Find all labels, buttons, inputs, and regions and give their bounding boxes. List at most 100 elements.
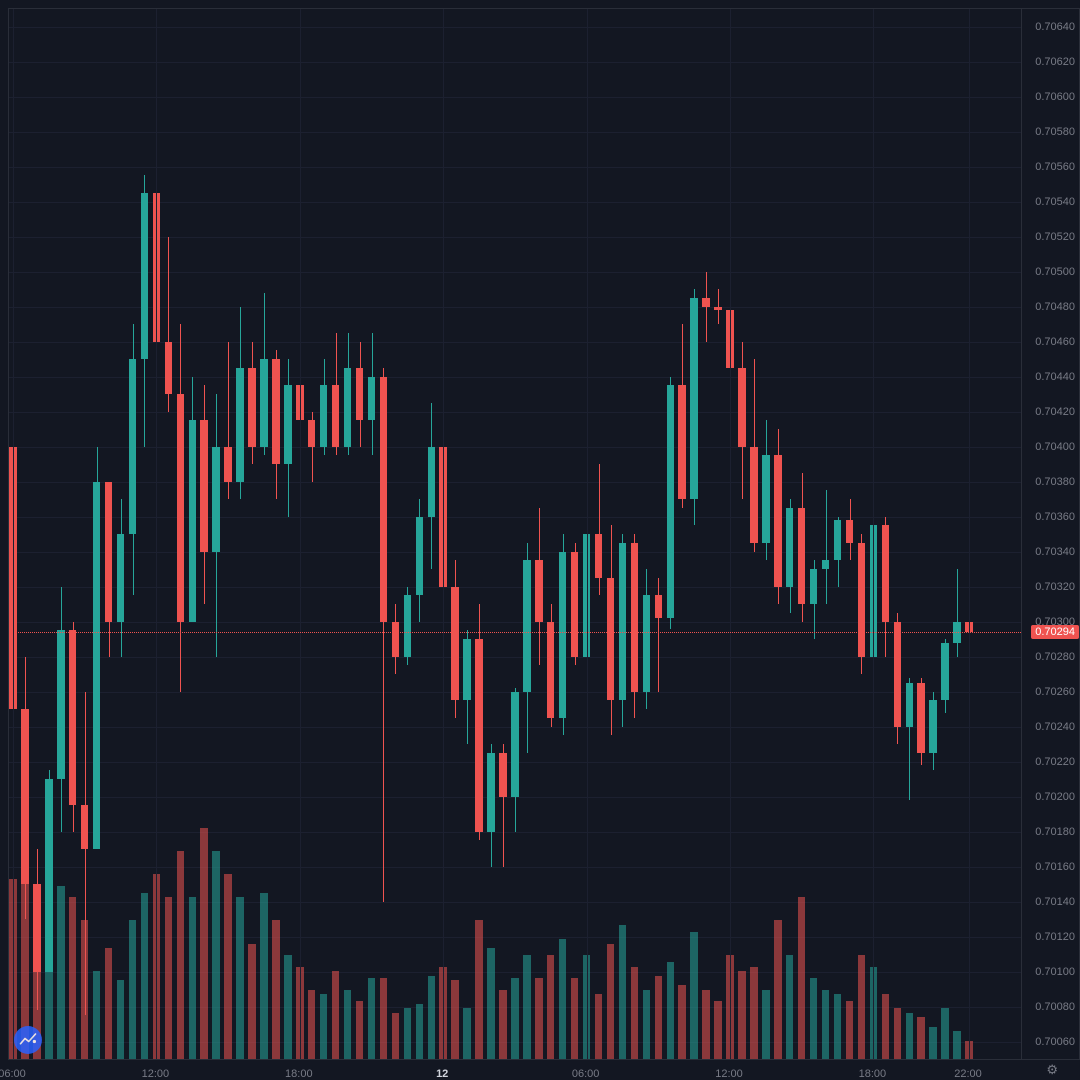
volume-bar[interactable]	[404, 1008, 411, 1059]
current-price-tag[interactable]: 0.70294	[1031, 625, 1079, 639]
candle-body[interactable]	[236, 368, 243, 482]
volume-bar[interactable]	[475, 920, 482, 1059]
candle-body[interactable]	[463, 639, 470, 700]
volume-bar[interactable]	[224, 874, 231, 1059]
candle-body[interactable]	[523, 560, 530, 691]
candle-body[interactable]	[212, 447, 219, 552]
volume-bar[interactable]	[69, 897, 76, 1059]
volume-bar[interactable]	[822, 990, 829, 1059]
volume-bar[interactable]	[487, 948, 494, 1059]
candle-body[interactable]	[810, 569, 817, 604]
candle-body[interactable]	[906, 683, 913, 727]
candle-body[interactable]	[631, 543, 638, 692]
candle-body[interactable]	[750, 447, 757, 543]
candle-body[interactable]	[678, 385, 685, 499]
chart-container[interactable]: 0.706400.706200.706000.705800.705600.705…	[0, 0, 1080, 1080]
volume-bar[interactable]	[667, 962, 674, 1059]
candle-body[interactable]	[45, 779, 52, 972]
volume-bar[interactable]	[93, 971, 100, 1059]
volume-bar[interactable]	[894, 1008, 901, 1059]
volume-bar[interactable]	[212, 851, 219, 1059]
volume-bar[interactable]	[523, 955, 530, 1059]
candle-body[interactable]	[392, 622, 399, 657]
candle-body[interactable]	[894, 622, 901, 727]
candle-body[interactable]	[344, 368, 351, 447]
volume-bar[interactable]	[380, 978, 387, 1059]
candle-body[interactable]	[451, 587, 458, 701]
volume-bar[interactable]	[929, 1027, 936, 1059]
volume-bar[interactable]	[248, 944, 255, 1060]
candle-body[interactable]	[332, 385, 339, 446]
volume-bar[interactable]	[272, 920, 279, 1059]
candle-body[interactable]	[69, 630, 76, 805]
candle-body[interactable]	[774, 455, 781, 586]
candle-body[interactable]	[165, 342, 172, 395]
volume-bar[interactable]	[906, 1013, 913, 1059]
candle-body[interactable]	[559, 552, 566, 718]
volume-bar[interactable]	[535, 978, 542, 1059]
candle-body[interactable]	[595, 534, 602, 578]
candle-body[interactable]	[93, 482, 100, 850]
candle-body[interactable]	[177, 394, 184, 622]
volume-bar[interactable]	[141, 893, 148, 1059]
volume-bar[interactable]	[571, 978, 578, 1059]
candle-body[interactable]	[822, 560, 829, 569]
volume-bar[interactable]	[416, 1004, 423, 1059]
volume-bar[interactable]	[619, 925, 626, 1059]
volume-bar[interactable]	[786, 955, 793, 1059]
candle-body[interactable]	[798, 508, 805, 604]
candle-body[interactable]	[762, 455, 769, 543]
candle-body[interactable]	[702, 298, 709, 307]
volume-bar[interactable]	[655, 976, 662, 1059]
volume-bar[interactable]	[690, 932, 697, 1059]
volume-bar[interactable]	[392, 1013, 399, 1059]
candle-body[interactable]	[320, 385, 327, 446]
volume-bar[interactable]	[547, 955, 554, 1059]
candle-body[interactable]	[380, 377, 387, 622]
candle-body[interactable]	[272, 359, 279, 464]
candle-body[interactable]	[607, 578, 614, 701]
volume-bar[interactable]	[165, 897, 172, 1059]
candle-body[interactable]	[786, 508, 793, 587]
candle-body[interactable]	[416, 517, 423, 596]
candle-body[interactable]	[129, 359, 136, 534]
volume-bar[interactable]	[750, 967, 757, 1059]
candle-body[interactable]	[882, 525, 889, 621]
candle-body[interactable]	[105, 482, 112, 622]
candle-body[interactable]	[308, 420, 315, 446]
candle-body[interactable]	[356, 368, 363, 421]
volume-bar[interactable]	[702, 990, 709, 1059]
volume-bar[interactable]	[45, 967, 52, 1059]
volume-bar[interactable]	[451, 980, 458, 1059]
candle-body[interactable]	[738, 368, 745, 447]
volume-bar[interactable]	[344, 990, 351, 1059]
candle-body[interactable]	[404, 595, 411, 656]
candle-body[interactable]	[260, 359, 267, 447]
volume-bar[interactable]	[846, 1001, 853, 1059]
candle-body[interactable]	[141, 193, 148, 359]
volume-bar[interactable]	[332, 971, 339, 1059]
candle-body[interactable]	[21, 709, 28, 884]
candle-body[interactable]	[284, 385, 291, 464]
volume-bar[interactable]	[774, 920, 781, 1059]
candle-body[interactable]	[929, 700, 936, 753]
plot-area[interactable]	[8, 8, 1022, 1060]
volume-bar[interactable]	[308, 990, 315, 1059]
candle-body[interactable]	[368, 377, 375, 421]
volume-bar[interactable]	[81, 920, 88, 1059]
volume-bar[interactable]	[738, 971, 745, 1059]
volume-bar[interactable]	[643, 990, 650, 1059]
volume-bar[interactable]	[177, 851, 184, 1059]
candle-body[interactable]	[714, 307, 721, 311]
volume-bar[interactable]	[762, 990, 769, 1059]
candle-body[interactable]	[200, 420, 207, 551]
candle-body[interactable]	[547, 622, 554, 718]
volume-bar[interactable]	[858, 955, 865, 1059]
volume-bar[interactable]	[631, 967, 638, 1059]
candle-body[interactable]	[643, 595, 650, 691]
candle-body[interactable]	[57, 630, 64, 779]
volume-bar[interactable]	[882, 994, 889, 1059]
candle-body[interactable]	[224, 447, 231, 482]
candle-body[interactable]	[858, 543, 865, 657]
volume-bar[interactable]	[368, 978, 375, 1059]
